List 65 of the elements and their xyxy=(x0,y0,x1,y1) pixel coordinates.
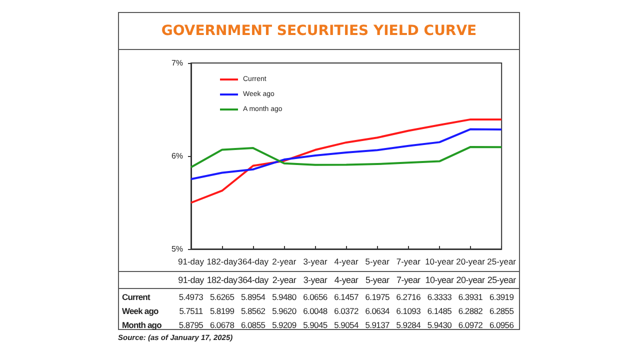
text: Week ago xyxy=(122,305,158,317)
data-label: 5.9045 xyxy=(302,319,328,331)
x-tick-label: 20-year xyxy=(456,256,486,266)
category-label: 4-year xyxy=(334,275,358,285)
data-label: 6.1975 xyxy=(364,291,390,303)
y-tick-label: 7% xyxy=(171,58,183,68)
data-label: 5.8795 xyxy=(178,319,204,331)
data-label: 6.0956 xyxy=(488,319,515,331)
category-label: 182-day xyxy=(206,275,238,285)
data-label: 6.3919 xyxy=(488,291,515,303)
data-label: 6.0634 xyxy=(364,305,390,317)
category-label: 2-year xyxy=(272,275,296,285)
data-label: 5.9430 xyxy=(426,319,453,331)
data-label: 5.8562 xyxy=(240,305,266,317)
data-label: 5.9284 xyxy=(395,319,422,331)
data-label: 6.1485 xyxy=(426,305,453,317)
data-label: 6.3931 xyxy=(457,291,484,303)
data-label: 6.0372 xyxy=(333,305,360,317)
category-label: 25-year xyxy=(487,275,516,285)
data-label: 6.0656 xyxy=(302,291,328,303)
data-label: 5.9480 xyxy=(271,291,298,303)
data-label: 6.1093 xyxy=(395,305,422,317)
data-label: 5.9054 xyxy=(333,319,360,331)
data-label: 6.2882 xyxy=(457,305,484,317)
x-tick-label: 10-year xyxy=(425,256,454,266)
text: Month ago xyxy=(122,319,162,331)
line-series xyxy=(190,146,503,168)
y-tick-label: 5% xyxy=(171,244,183,254)
data-label: 6.2855 xyxy=(488,305,515,317)
x-tick-label: 4-year xyxy=(334,256,359,266)
data-label: 5.7511 xyxy=(178,305,204,317)
data-label: 5.9620 xyxy=(271,305,298,317)
data-label: 5.8954 xyxy=(240,291,266,303)
data-label: 6.0855 xyxy=(240,319,266,331)
data-label: 5.9209 xyxy=(271,319,298,331)
x-tick-label: 91-day xyxy=(178,256,205,266)
data-label: 5.9137 xyxy=(364,319,390,331)
data-label: 5.4973 xyxy=(178,291,204,303)
x-tick-label: 182-day xyxy=(206,256,238,266)
data-label: 6.0972 xyxy=(457,319,484,331)
x-tick-label: 3-year xyxy=(303,256,328,266)
category-label: 91-day xyxy=(178,275,204,285)
data-label: 6.0678 xyxy=(208,319,236,331)
category-label: 5-year xyxy=(365,275,390,285)
category-label: 3-year xyxy=(303,275,328,285)
line-series xyxy=(190,128,503,180)
line-series xyxy=(190,118,503,204)
text: Current xyxy=(122,291,150,303)
data-label: 5.6265 xyxy=(208,291,236,303)
data-label: 6.1457 xyxy=(333,291,360,303)
data-label: 6.2716 xyxy=(395,291,422,303)
category-label: 364-day xyxy=(238,275,268,285)
category-label: 7-year xyxy=(396,275,420,285)
data-label: 6.0048 xyxy=(302,305,328,317)
category-label: 10-year xyxy=(425,275,454,285)
data-label: 6.3333 xyxy=(426,291,453,303)
data-label: 5.8199 xyxy=(208,305,236,317)
x-tick-label: 7-year xyxy=(396,256,421,266)
x-tick-label: 5-year xyxy=(365,256,390,266)
x-tick-label: 25-year xyxy=(487,256,516,266)
chart-title: GOVERNMENT SECURITIES YIELD CURVE xyxy=(119,13,519,50)
category-label: 20-year xyxy=(456,275,485,285)
x-tick-label: 2-year xyxy=(272,256,296,266)
y-tick-label: 6% xyxy=(171,152,183,160)
x-tick-label: 364-day xyxy=(238,256,270,266)
